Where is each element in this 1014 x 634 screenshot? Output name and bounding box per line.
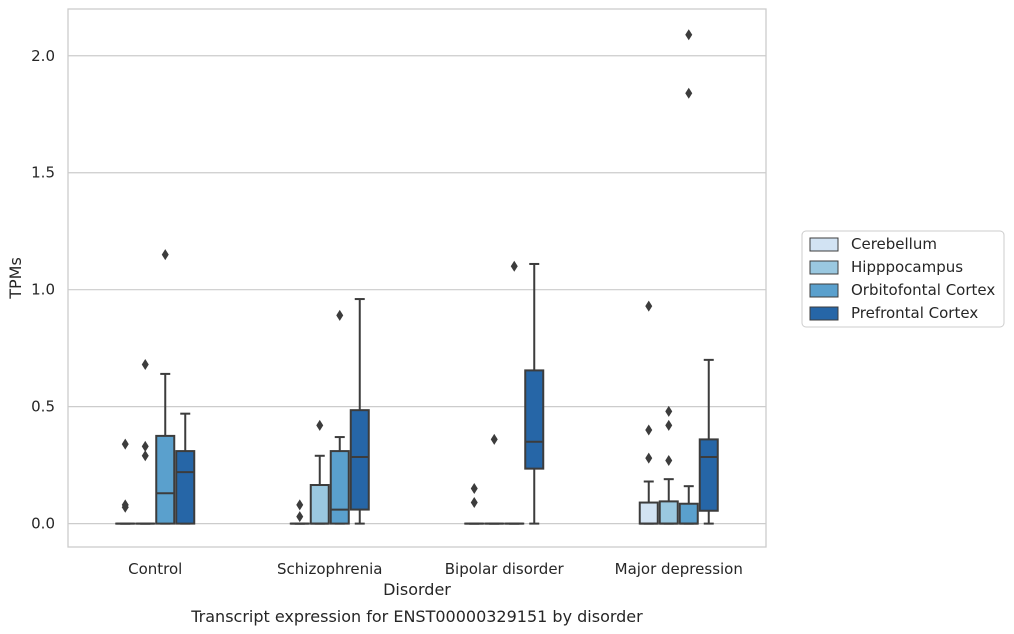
x-tick-label: Control (128, 560, 182, 578)
x-axis-label: Disorder (383, 580, 451, 599)
box-group (464, 483, 485, 525)
box-iqr (698, 438, 719, 512)
box-group (638, 300, 659, 525)
box-group (698, 358, 719, 525)
y-tick-label: 0.0 (31, 515, 55, 533)
outlier-point (490, 433, 498, 445)
x-tick-label: Bipolar disorder (445, 560, 565, 578)
box-iqr (658, 500, 679, 525)
outlier-point (685, 29, 693, 41)
box-iqr (524, 369, 545, 470)
outlier-point (336, 309, 344, 321)
box-group (309, 419, 330, 525)
outlier-point (645, 452, 653, 464)
box-group (484, 433, 505, 525)
outlier-point (665, 405, 673, 417)
box-group (524, 262, 545, 525)
legend-label: Cerebellum (851, 235, 937, 253)
box-group (678, 29, 699, 525)
x-tick-labels: Control Schizophrenia Bipolar disorder Majo… (128, 560, 743, 578)
box-group (115, 438, 136, 525)
box-group (329, 309, 350, 525)
x-tick-label: Schizophrenia (277, 560, 382, 578)
outlier-point (665, 419, 673, 431)
box-group (504, 260, 525, 525)
legend-frame (801, 230, 1005, 328)
box-group (175, 412, 196, 525)
outlier-point (296, 499, 304, 511)
box-group (289, 499, 310, 525)
y-tick-label: 1.5 (31, 164, 55, 182)
outlier-point (141, 440, 149, 452)
box-group (349, 298, 370, 525)
outlier-point (645, 424, 653, 436)
y-tick-label: 2.0 (31, 47, 55, 65)
box-iqr (329, 450, 350, 525)
outlier-point (141, 450, 149, 462)
outlier-point (141, 359, 149, 371)
y-tick-label: 0.5 (31, 398, 55, 416)
outlier-point (316, 419, 324, 431)
legend-label: Prefrontal Cortex (851, 304, 978, 322)
box-iqr (309, 484, 330, 525)
box-iqr (678, 502, 699, 525)
plot-frame (67, 8, 767, 548)
legend-swatch (809, 306, 839, 321)
outlier-point (665, 454, 673, 466)
outlier-point (121, 438, 129, 450)
y-tick-label: 1.0 (31, 281, 55, 299)
outlier-point (685, 87, 693, 99)
legend-swatch (809, 260, 839, 275)
chart-caption: Transcript expression for ENST0000032915… (190, 607, 643, 626)
legend: Cerebellum Hipppocampus Orbitofontal Corte… (801, 230, 1005, 328)
box-group (658, 405, 679, 525)
outlier-point (470, 483, 478, 495)
box-iqr (349, 409, 370, 511)
legend-swatch (809, 237, 839, 252)
y-axis-label: TPMs (6, 257, 25, 300)
legend-label: Hipppocampus (851, 258, 963, 276)
box-iqr (638, 501, 659, 525)
y-tick-labels: 0.0 0.5 1.0 1.5 2.0 (31, 47, 55, 533)
outlier-point (161, 249, 169, 261)
outlier-point (510, 260, 518, 272)
box-group (155, 249, 176, 525)
legend-swatch (809, 283, 839, 298)
legend-label: Orbitofontal Cortex (851, 281, 995, 299)
outlier-point (296, 511, 304, 523)
box-iqr (175, 450, 196, 525)
outlier-point (645, 300, 653, 312)
outlier-point (121, 501, 129, 513)
boxes-layer (115, 29, 719, 525)
outlier-point (470, 497, 478, 509)
box-iqr (155, 434, 176, 525)
box-group (135, 359, 156, 525)
x-tick-label: Major depression (615, 560, 743, 578)
